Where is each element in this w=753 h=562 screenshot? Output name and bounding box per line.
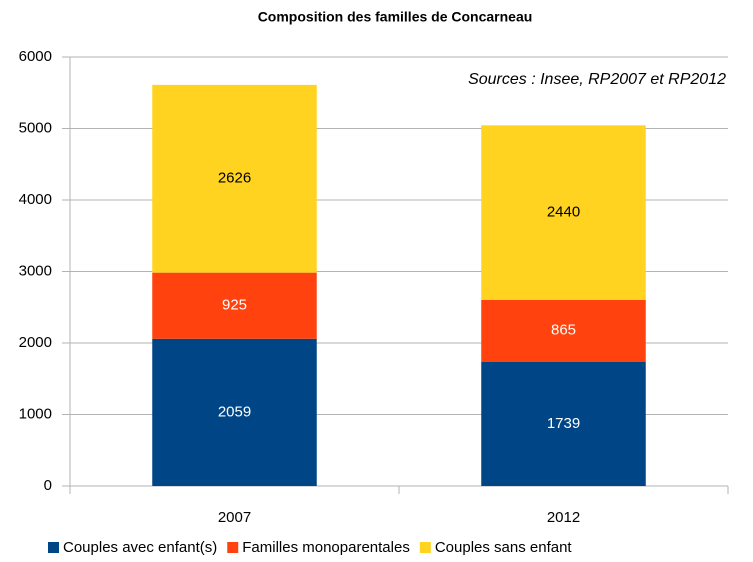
legend-label: Familles monoparentales	[242, 539, 410, 556]
legend-swatch	[48, 542, 59, 553]
bar-segment	[481, 361, 646, 486]
bar-segment	[152, 84, 317, 273]
x-tick-label: 2012	[547, 509, 580, 526]
x-tick-label: 2007	[218, 509, 251, 526]
bar-segment	[481, 299, 646, 362]
legend-swatch	[227, 542, 239, 553]
value-label: 925	[222, 297, 247, 314]
legend-label: Couples avec enfant(s)	[63, 539, 217, 556]
y-tick-label: 5000	[19, 119, 52, 136]
y-tick-label: 3000	[19, 262, 52, 279]
value-label: 2059	[218, 403, 251, 420]
value-label: 1739	[547, 415, 580, 432]
y-tick-label: 6000	[19, 48, 52, 65]
value-label: 2626	[218, 170, 251, 187]
value-label: 2440	[547, 204, 580, 221]
y-tick-label: 0	[44, 477, 52, 494]
annotation: Sources : Insee, RP2007 et RP2012	[468, 71, 726, 88]
y-tick-label: 4000	[19, 191, 52, 208]
value-label: 865	[551, 322, 576, 339]
chart-title: Composition des familles de Concarneau	[258, 9, 533, 25]
y-tick-label: 2000	[19, 334, 52, 351]
y-tick-label: 1000	[19, 405, 52, 422]
bar-segment	[152, 338, 317, 486]
legend-label: Couples sans enfant	[435, 539, 573, 556]
legend-swatch	[419, 542, 431, 553]
bar-segment	[152, 272, 317, 339]
bar-segment	[481, 125, 646, 300]
